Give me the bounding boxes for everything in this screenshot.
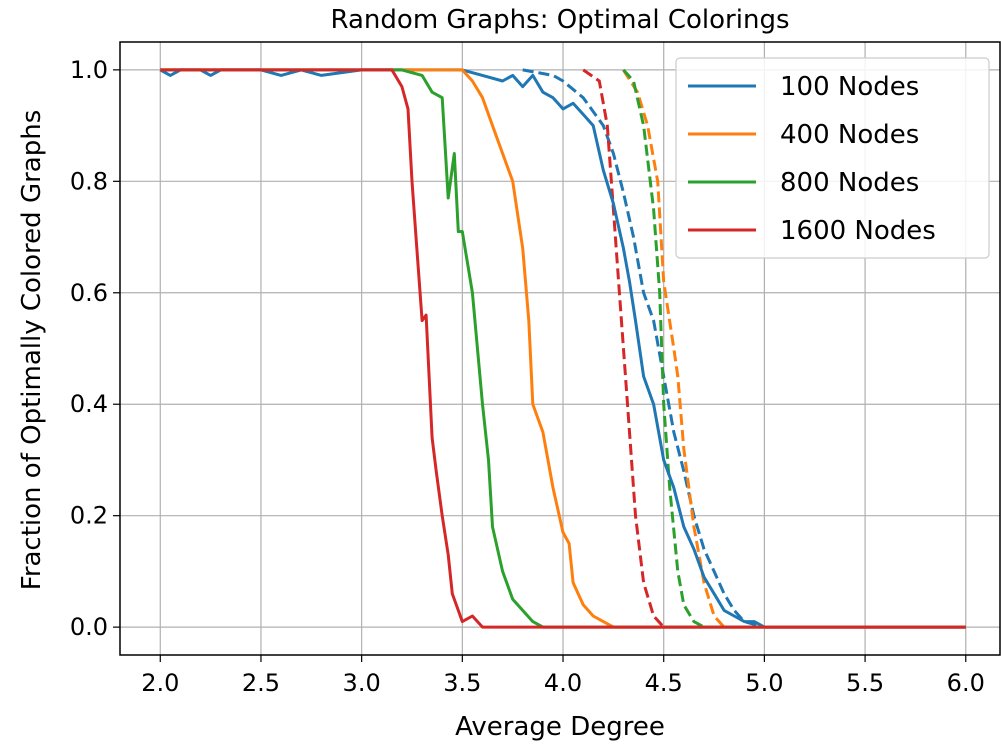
plot-frame — [119, 41, 1001, 656]
series-line-2 — [160, 68, 966, 629]
y-tick-label: 0.2 — [70, 502, 108, 530]
x-tick-label: 3.5 — [443, 669, 481, 697]
x-tick-label: 5.5 — [846, 669, 884, 697]
series-line-5 — [622, 68, 705, 629]
series-line-6 — [160, 68, 966, 629]
y-axis: 0.0 0.2 0.4 0.6 0.8 1.0 — [70, 56, 120, 641]
y-tick-label: 0.6 — [70, 279, 108, 307]
series-line-1 — [522, 68, 765, 629]
x-axis-label: Average Degree — [455, 712, 665, 742]
x-tick-label: 4.5 — [645, 669, 683, 697]
series-line-4 — [160, 68, 966, 629]
y-tick-label: 0.8 — [70, 167, 108, 195]
x-tick-label: 2.0 — [141, 669, 179, 697]
x-tick-label: 2.5 — [242, 669, 280, 697]
x-axis: 2.0 2.5 3.0 3.5 4.0 4.5 5.0 5.5 6.0 — [141, 655, 985, 697]
legend: 100 Nodes 400 Nodes 800 Nodes 1600 Nodes — [675, 57, 990, 259]
legend-frame — [675, 57, 990, 259]
x-tick-label: 5.0 — [745, 669, 783, 697]
y-axis-label: Fraction of Optimally Colored Graphs — [17, 110, 47, 591]
series-layer — [159, 68, 966, 629]
legend-label: 800 Nodes — [780, 168, 919, 198]
y-tick-label: 0.0 — [70, 613, 108, 641]
legend-label: 400 Nodes — [780, 120, 919, 150]
x-tick-label: 3.0 — [343, 669, 381, 697]
y-tick-label: 0.4 — [70, 390, 108, 418]
chart-title: Random Graphs: Optimal Colorings — [331, 5, 790, 35]
x-tick-label: 4.0 — [544, 669, 582, 697]
legend-label: 1600 Nodes — [780, 216, 936, 246]
series-line-3 — [622, 69, 726, 629]
series-line-0 — [159, 68, 966, 629]
y-tick-label: 1.0 — [70, 56, 108, 84]
x-tick-label: 6.0 — [947, 669, 985, 697]
legend-label: 100 Nodes — [780, 72, 919, 102]
series-line-7 — [582, 68, 665, 629]
